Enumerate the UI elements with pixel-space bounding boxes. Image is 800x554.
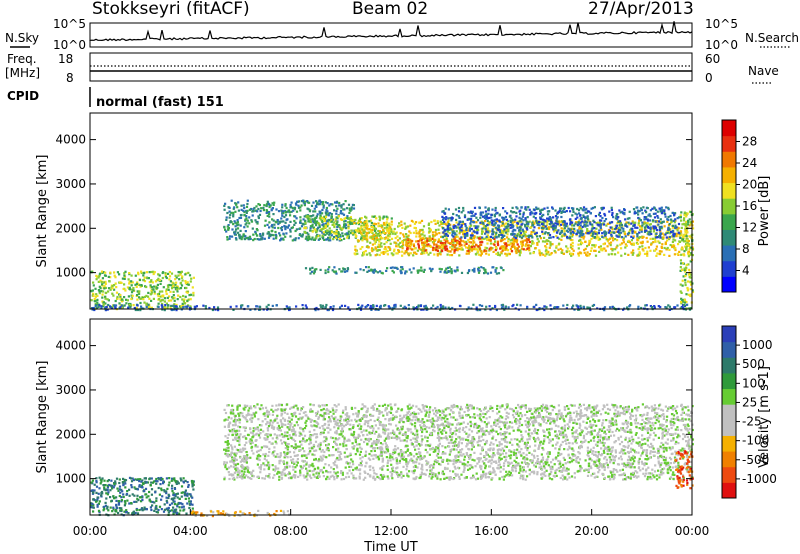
noise-right-tick-bottom: 10^0 (705, 38, 738, 52)
colorbar-tick-label: 100 (742, 376, 765, 390)
frequency-panel: Freq. [MHz] 18 8 60 0 Nave (5, 52, 779, 85)
colorbar-swatch (722, 451, 736, 468)
y-tick-label: 4000 (55, 133, 86, 147)
colorbar-swatch (722, 388, 736, 405)
colorbar-swatch (722, 135, 736, 152)
colorbar-tick-label: 8 (742, 242, 750, 256)
colorbar-tick-label: 500 (742, 357, 765, 371)
colorbar-swatch (722, 198, 736, 215)
colorbar-tick-label: 12 (742, 221, 757, 235)
y-tick-label: 3000 (55, 383, 86, 397)
velocity-colorbar: 1000 500 100 25 -25 -100 -500 -1000 (721, 325, 777, 499)
noise-right-tick-top: 10^5 (705, 17, 738, 31)
x-tick-label: 04:00 (173, 524, 208, 538)
velocity-colorbar-label: Velocity [m s-1] (757, 366, 772, 468)
noise-sky-label: N.Sky (5, 31, 39, 45)
colorbar-swatch (722, 213, 736, 230)
x-tick-label: 12:00 (374, 524, 409, 538)
power-y-label: Slant Range [km] (35, 155, 50, 268)
power-echo-region (405, 237, 531, 253)
date-title: 27/Apr/2013 (588, 0, 694, 19)
power-echo-region (304, 266, 505, 275)
y-tick-label: 3000 (55, 177, 86, 191)
velocity-echo-region (223, 403, 695, 481)
colorbar-tick-label: 24 (742, 156, 757, 170)
x-tick-label: 20:00 (574, 524, 609, 538)
colorbar-swatch (722, 372, 736, 390)
x-tick-label: 00:00 (675, 524, 710, 538)
y-tick-label: 1000 (55, 266, 86, 280)
beam-title: Beam 02 (352, 0, 429, 19)
y-tick-label: 1000 (55, 472, 86, 486)
colorbar-swatch (722, 260, 736, 277)
colorbar-swatch (722, 182, 736, 199)
cpid-mode-text: normal (fast) 151 (96, 95, 224, 110)
y-tick-label: 2000 (55, 427, 86, 441)
cpid-label: CPID (7, 89, 39, 103)
power-echo-region (90, 270, 195, 311)
y-tick-label: 2000 (55, 221, 86, 235)
power-echo-region (441, 206, 682, 240)
noise-left-tick-top: 10^5 (53, 17, 86, 31)
colorbar-tick-label: 28 (742, 135, 757, 149)
time-x-label: Time UT (363, 540, 417, 554)
velocity-y-label: Slant Range [km] (35, 361, 50, 474)
colorbar-tick-label: -500 (742, 453, 769, 467)
cpid-panel: CPID normal (fast) 151 (7, 87, 224, 110)
colorbar-tick-label: -1000 (742, 472, 777, 486)
freq-unit-label: [MHz] (5, 66, 40, 80)
colorbar-swatch (722, 151, 736, 168)
freq-tick-top: 18 (58, 52, 73, 66)
colorbar-swatch (722, 341, 736, 358)
freq-label: Freq. (7, 52, 37, 66)
colorbar-swatch (722, 482, 736, 499)
nave-label: Nave (748, 64, 779, 78)
colorbar-swatch (722, 276, 736, 293)
velocity-echo-region (90, 476, 195, 517)
colorbar-swatch (722, 245, 736, 262)
power-panel: 1000 2000 3000 4000 Slant Range [km] 4 8 12 16… (35, 112, 772, 312)
colorbar-swatch (722, 419, 736, 436)
colorbar-swatch (722, 120, 736, 137)
x-tick-label: 00:00 (73, 524, 108, 538)
freq-tick-bottom: 8 (66, 71, 74, 85)
power-colorbar-label: Power [dB] (757, 176, 772, 247)
power-echo-regions (90, 199, 695, 312)
noise-panel: N.Sky 10^5 10^0 10^5 10^0 N.Search (5, 17, 799, 52)
power-y-axis: 1000 2000 3000 4000 (55, 133, 692, 280)
colorbar-swatch (722, 326, 736, 343)
time-x-axis: 00:00 04:00 08:00 12:00 16:00 20:00 00:00 (73, 509, 710, 538)
power-echo-region (303, 215, 394, 242)
x-tick-label: 08:00 (273, 524, 308, 538)
colorbar-tick-label: 25 (742, 395, 757, 409)
colorbar-tick-label: 16 (742, 199, 757, 213)
colorbar-tick-label: 4 (742, 264, 750, 278)
colorbar-swatch (722, 404, 736, 421)
nave-tick-top: 60 (705, 52, 720, 66)
colorbar-tick-label: 1000 (742, 338, 773, 352)
noise-trace (89, 21, 693, 42)
colorbar-tick-label: -25 (742, 415, 762, 429)
colorbar-tick-label: 20 (742, 178, 757, 192)
x-tick-label: 16:00 (474, 524, 509, 538)
velocity-y-axis: 1000 2000 3000 4000 (55, 339, 692, 486)
noise-left-tick-bottom: 10^0 (53, 38, 86, 52)
velocity-echo-region (674, 450, 694, 490)
noise-search-label: N.Search (745, 31, 799, 45)
station-title: Stokkseyri (fitACF) (92, 0, 250, 19)
nave-tick-bottom: 0 (705, 71, 713, 85)
y-tick-label: 4000 (55, 339, 86, 353)
colorbar-tick-label: -100 (742, 434, 769, 448)
colorbar-swatch (722, 466, 736, 483)
colorbar-swatch (722, 435, 736, 452)
colorbar-swatch (722, 229, 736, 246)
colorbar-swatch (722, 166, 736, 184)
velocity-echo-regions (90, 403, 695, 518)
power-colorbar: 4 8 12 16 20 24 28 (721, 119, 757, 293)
colorbar-swatch (722, 357, 736, 374)
